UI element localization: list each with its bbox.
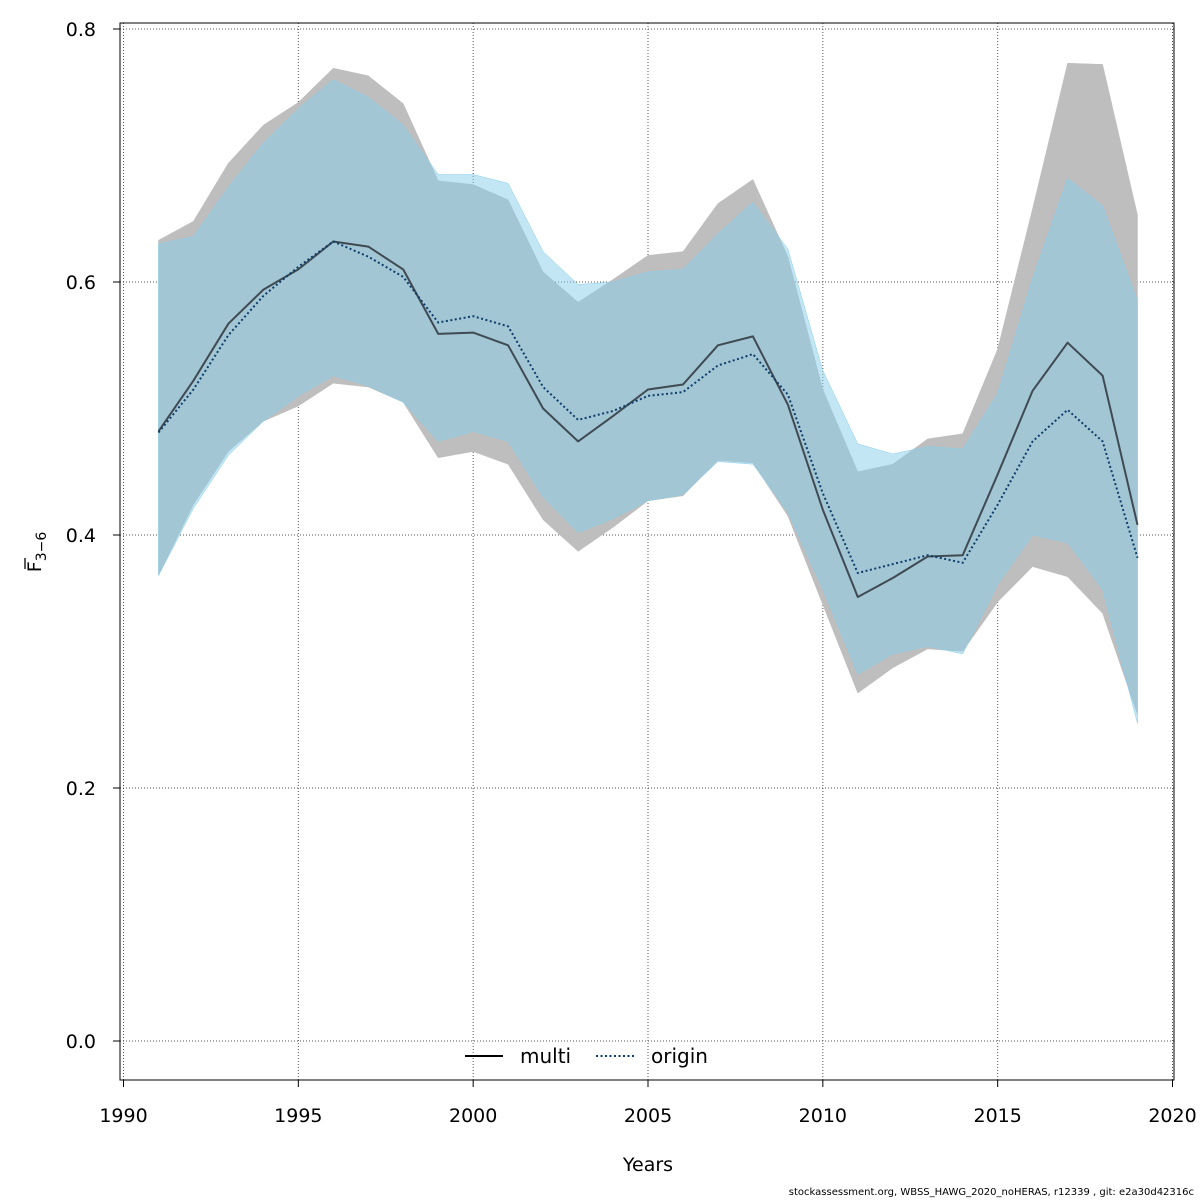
svg-text:F3−6: F3−6 <box>24 532 50 573</box>
series-line-origin <box>157 240 1139 574</box>
y-axis-title-sub: 3−6 <box>34 532 50 562</box>
x-tick-label-2000: 2000 <box>449 1105 497 1127</box>
y-axis: 0.0 0.2 0.4 0.6 0.8 <box>66 19 121 1053</box>
confidence-bands <box>158 62 1138 724</box>
y-tick-label-0: 0.0 <box>66 1031 96 1053</box>
x-tick-label-2010: 2010 <box>799 1105 847 1127</box>
confidence-band-origin <box>158 79 1138 724</box>
x-tick-label-1995: 1995 <box>274 1105 322 1127</box>
x-axis-title: Years <box>622 1154 673 1176</box>
y-axis-title-main: F <box>24 561 46 572</box>
legend-label-multi: multi <box>520 1044 571 1068</box>
legend-label-origin: origin <box>651 1044 708 1068</box>
credit-note: stockassessment.org, WBSS_HAWG_2020_noHE… <box>788 1187 1194 1198</box>
y-tick-label-0.8: 0.8 <box>66 19 96 41</box>
y-tick-label-0.2: 0.2 <box>66 778 96 800</box>
series-line-multi <box>157 240 1139 598</box>
x-tick-label-2015: 2015 <box>973 1105 1021 1127</box>
y-axis-title: F3−6 <box>24 532 50 573</box>
legend: multi origin <box>465 1044 708 1068</box>
x-axis: 1990 1995 2000 2005 2010 2015 2020 <box>99 1079 1197 1127</box>
x-tick-label-2005: 2005 <box>624 1105 672 1127</box>
y-tick-label-0.4: 0.4 <box>66 525 96 547</box>
x-tick-label-1990: 1990 <box>99 1105 147 1127</box>
series-lines <box>157 240 1139 598</box>
x-tick-label-2020: 2020 <box>1148 1105 1196 1127</box>
y-tick-label-0.6: 0.6 <box>66 272 96 294</box>
